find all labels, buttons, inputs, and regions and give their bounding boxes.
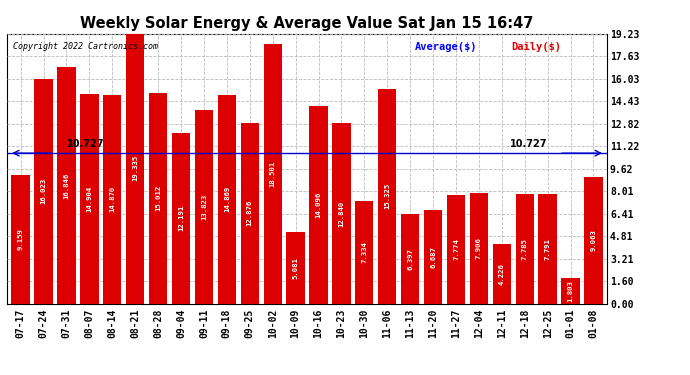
Text: 7.785: 7.785	[522, 238, 528, 260]
Bar	[195, 110, 213, 304]
Text: 15.325: 15.325	[384, 183, 391, 209]
Text: 7.791: 7.791	[544, 238, 551, 260]
Bar	[34, 79, 52, 304]
Bar	[309, 106, 328, 304]
Text: 15.012: 15.012	[155, 185, 161, 211]
Bar	[378, 88, 397, 304]
Title: Weekly Solar Energy & Average Value Sat Jan 15 16:47: Weekly Solar Energy & Average Value Sat …	[80, 16, 534, 31]
Bar	[241, 123, 259, 304]
Text: 16.023: 16.023	[41, 178, 46, 204]
Bar	[515, 195, 534, 304]
Bar	[126, 32, 144, 304]
Text: Copyright 2022 Cartronics.com: Copyright 2022 Cartronics.com	[13, 42, 158, 51]
Text: 7.334: 7.334	[362, 242, 367, 263]
Bar	[401, 214, 420, 304]
Text: 10.727: 10.727	[66, 139, 104, 149]
Bar	[447, 195, 465, 304]
Text: 6.397: 6.397	[407, 248, 413, 270]
Text: 7.774: 7.774	[453, 238, 459, 260]
Text: 14.904: 14.904	[86, 186, 92, 212]
Text: 9.159: 9.159	[18, 228, 23, 251]
Text: 18.501: 18.501	[270, 161, 276, 187]
Text: Average($): Average($)	[415, 42, 477, 52]
Text: 12.191: 12.191	[178, 205, 184, 231]
Bar	[584, 177, 602, 304]
Bar	[103, 95, 121, 304]
Text: 10.727: 10.727	[510, 139, 548, 149]
Bar	[493, 244, 511, 304]
Bar	[355, 201, 373, 304]
Bar	[57, 67, 76, 304]
Text: 1.803: 1.803	[568, 280, 573, 302]
Bar	[12, 175, 30, 304]
Bar	[562, 278, 580, 304]
Bar	[424, 210, 442, 304]
Text: 14.869: 14.869	[224, 186, 230, 213]
Text: 7.906: 7.906	[476, 237, 482, 259]
Bar	[217, 95, 236, 304]
Text: 19.335: 19.335	[132, 155, 138, 181]
Text: 14.870: 14.870	[109, 186, 115, 213]
Text: 6.687: 6.687	[430, 246, 436, 268]
Text: 12.840: 12.840	[338, 201, 344, 227]
Bar	[286, 232, 305, 304]
Text: 5.081: 5.081	[293, 257, 299, 279]
Bar	[538, 194, 557, 304]
Text: 16.846: 16.846	[63, 172, 70, 199]
Text: Daily($): Daily($)	[511, 42, 561, 52]
Bar	[149, 93, 167, 304]
Text: 9.063: 9.063	[591, 229, 596, 251]
Bar	[264, 44, 282, 304]
Bar	[470, 193, 488, 304]
Text: 14.096: 14.096	[315, 192, 322, 218]
Text: 4.226: 4.226	[499, 263, 505, 285]
Bar	[172, 133, 190, 304]
Text: 12.876: 12.876	[247, 200, 253, 226]
Bar	[80, 94, 99, 304]
Bar	[333, 123, 351, 304]
Text: 13.823: 13.823	[201, 194, 207, 220]
